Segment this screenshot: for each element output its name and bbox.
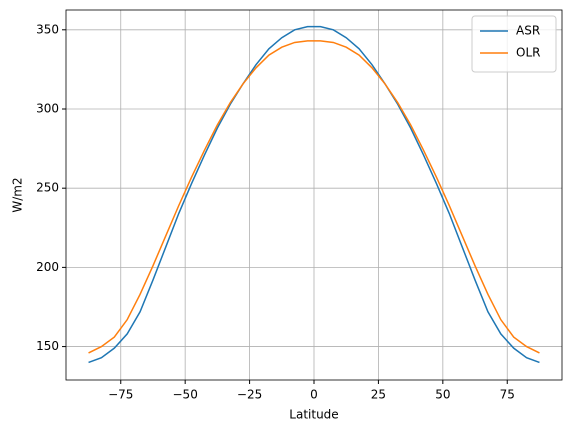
y-tick-label: 350	[36, 22, 59, 36]
x-axis-label: Latitude	[289, 408, 338, 422]
x-tick-label: −25	[237, 388, 262, 402]
x-tick-label: −50	[173, 388, 198, 402]
x-tick-label: −75	[108, 388, 133, 402]
legend-label: ASR	[516, 24, 540, 38]
x-tick-label: 50	[435, 388, 450, 402]
legend-label: OLR	[516, 46, 540, 60]
y-tick-label: 150	[36, 339, 59, 353]
line	[88, 40, 540, 354]
y-axis-label: W/m2	[11, 177, 25, 212]
y-tick-label: 250	[36, 181, 59, 195]
line	[88, 25, 540, 364]
x-tick-label: 75	[500, 388, 515, 402]
plot-frame	[65, 9, 563, 381]
y-tick-label: 200	[36, 260, 59, 274]
y-tick-label: 300	[36, 101, 59, 115]
legend-box	[471, 15, 557, 73]
x-tick-label: 25	[371, 388, 386, 402]
x-tick-label: 0	[310, 388, 318, 402]
